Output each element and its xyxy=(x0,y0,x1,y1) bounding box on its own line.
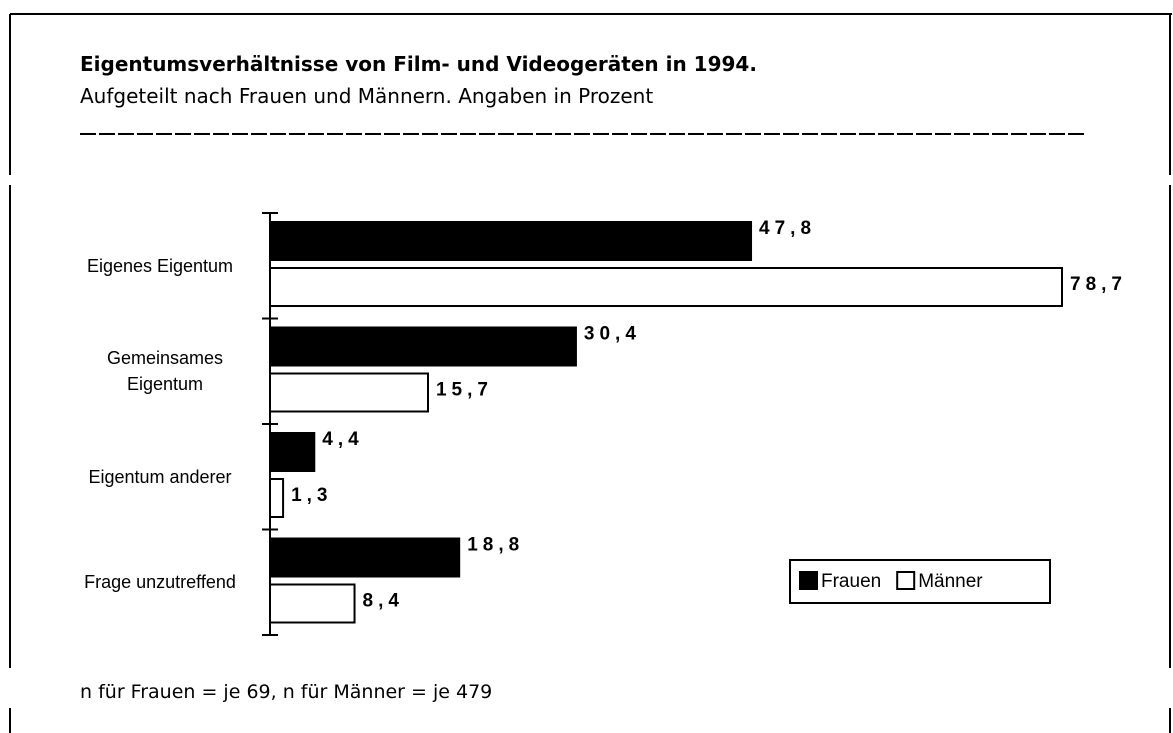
category-label: Eigentum anderer xyxy=(88,466,232,487)
bar xyxy=(269,478,285,518)
chart-subtitle: Aufgeteilt nach Frauen und Männern. Anga… xyxy=(80,84,654,108)
legend-label: Frauen xyxy=(821,571,881,592)
legend-swatch xyxy=(896,571,916,590)
category-label: Gemeinsames Eigentum xyxy=(106,348,224,395)
value-label: 78,7 xyxy=(1070,274,1127,295)
value-label: 15,7 xyxy=(436,380,493,401)
value-label: 1,3 xyxy=(291,485,332,506)
bar xyxy=(269,267,1063,307)
category-label: Frage unzutreffend xyxy=(84,572,236,593)
legend-label: Männer xyxy=(918,571,983,592)
bar xyxy=(269,432,316,472)
bar xyxy=(269,326,577,367)
footnote: n für Frauen = je 69, n für Männer = je … xyxy=(80,681,493,703)
value-label: 47,8 xyxy=(759,218,816,239)
value-label: 4,4 xyxy=(322,429,363,450)
value-label: 8,4 xyxy=(363,591,404,612)
chart-title: Eigentumsverhältnisse von Film- und Vide… xyxy=(80,52,757,76)
value-label: 18,8 xyxy=(467,535,524,556)
legend-box xyxy=(789,559,1051,604)
bar xyxy=(269,537,461,578)
bar xyxy=(269,221,753,261)
value-label: 30,4 xyxy=(584,324,641,345)
bar xyxy=(269,583,356,624)
category-label: Eigenes Eigentum xyxy=(86,255,234,276)
frame xyxy=(9,13,1172,733)
bar xyxy=(269,372,429,413)
legend-swatch xyxy=(799,571,818,590)
